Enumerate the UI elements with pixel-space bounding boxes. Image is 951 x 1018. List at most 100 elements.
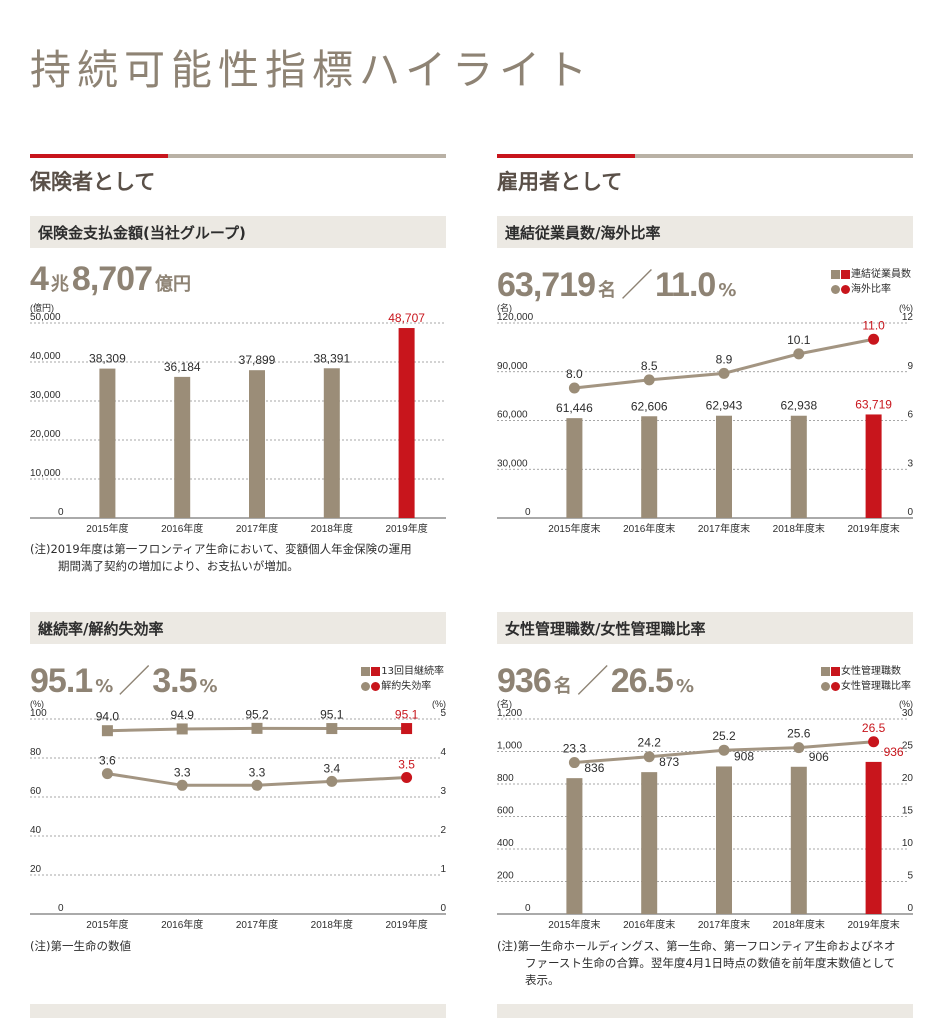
panel-header: 保険金支払金額(当社グループ) (30, 216, 446, 248)
footnote: (注)2019年度は第一フロンティア生命において、変額個人年金保険の運用 期間満… (30, 541, 450, 575)
footnote-line: (注)第一生命の数値 (30, 939, 131, 953)
footnote-line: (注)2019年度は第一フロンティア生命において、変額個人年金保険の運用 (30, 542, 412, 556)
footnote-line: 表示。 (525, 973, 560, 987)
bar-value-label: 62,943 (706, 399, 743, 413)
line-marker (326, 723, 338, 735)
y-tick-label: 100 (30, 708, 47, 719)
y2-tick-label: 10 (902, 838, 914, 849)
kpi-number: 26.5 (610, 662, 674, 700)
bar (790, 766, 807, 914)
line-value-label: 3.3 (174, 765, 191, 779)
line-marker (401, 772, 413, 783)
x-tick-label: 2017年度 (236, 918, 278, 931)
line-marker (718, 367, 730, 379)
section-title: 保険者として (30, 170, 156, 194)
y-tick-label: 50,000 (30, 312, 61, 323)
legend: 13回目継続率 解約失効率 (361, 664, 444, 694)
next-panel-cut (30, 1004, 446, 1018)
y-tick-label: 800 (497, 773, 514, 784)
y-axis-unit: (名) (497, 302, 512, 313)
y-tick-label: 30,000 (30, 390, 61, 401)
y-tick-label: 60,000 (497, 410, 528, 421)
x-tick-label: 2018年度 (311, 918, 353, 931)
y-tick-label: 20,000 (30, 429, 61, 440)
bar (865, 414, 882, 518)
x-tick-label: 2015年度 (86, 522, 128, 535)
kpi-number: 63,719 (497, 266, 596, 304)
legend-item-bar: 女性管理職数 (821, 664, 911, 679)
kpi-unit: % (718, 280, 737, 301)
kpi-unit: 名 (598, 280, 616, 301)
legend-label: 連結従業員数 (851, 269, 911, 280)
bar (174, 376, 191, 518)
x-tick-label: 2016年度 (161, 522, 203, 535)
y-tick-label: 0 (525, 507, 531, 518)
bar (641, 772, 658, 914)
line-marker (101, 768, 113, 780)
next-panel-cut (497, 1004, 913, 1018)
line-value-label: 11.0 (862, 318, 885, 332)
legend-item-circle: 解約失効率 (361, 679, 444, 694)
line-value-label: 25.2 (712, 729, 736, 743)
kpi-number: 936 (497, 662, 552, 700)
bar-value-label: 836 (584, 761, 604, 775)
y2-tick-label: 0 (440, 903, 446, 914)
line-marker (176, 723, 188, 735)
kpi-unit: % (199, 676, 218, 697)
line-marker (643, 374, 655, 386)
bar (641, 416, 658, 518)
y-tick-label: 90,000 (497, 361, 528, 372)
section-title: 雇用者として (497, 170, 623, 194)
y-tick-label: 60 (30, 786, 42, 797)
line-value-label: 3.3 (249, 765, 266, 779)
bar-value-label: 62,938 (780, 399, 817, 413)
legend-item-line: 女性管理職比率 (821, 679, 911, 694)
line-marker (868, 333, 880, 345)
y-tick-label: 30,000 (497, 458, 528, 469)
x-tick-label: 2019年度 (385, 918, 427, 931)
line-value-label: 3.6 (99, 754, 116, 768)
y-tick-label: 0 (58, 507, 64, 518)
y2-tick-label: 6 (907, 410, 913, 421)
bar (249, 370, 265, 518)
footnote: (注)第一生命の数値 (30, 938, 450, 955)
x-tick-label: 2016年度末 (623, 522, 675, 535)
panel-header: 継続率/解約失効率 (30, 612, 446, 644)
bar-value-label: 48,707 (388, 311, 425, 325)
y-tick-label: 120,000 (497, 312, 534, 323)
kpi-unit: % (95, 676, 114, 697)
y2-tick-label: 12 (902, 312, 914, 323)
legend-label: 13回目継続率 (381, 666, 444, 677)
line-marker (868, 736, 880, 748)
x-tick-label: 2019年度末 (847, 918, 899, 931)
kpi-number: 3.5 (152, 662, 197, 700)
line-value-label: 24.2 (638, 736, 662, 750)
line-value-label: 94.9 (171, 708, 195, 722)
x-tick-label: 2018年度 (311, 522, 353, 535)
line-marker (643, 751, 655, 763)
line-value-label: 95.2 (245, 707, 269, 721)
x-tick-label: 2019年度末 (847, 522, 899, 535)
y-tick-label: 40 (30, 825, 42, 836)
panel-title: 継続率/解約失効率 (38, 620, 164, 638)
line-value-label: 10.1 (787, 333, 811, 347)
kpi-value: 95.1% ／3.5% (30, 662, 218, 700)
combo-chart-employees: 0 0 30,000 3 60,000 6 90,000 9 120,000 12 (名) (%) 20… (497, 302, 914, 535)
x-tick-label: 2015年度 (86, 918, 128, 931)
legend-label: 女性管理職数 (841, 666, 901, 677)
kpi-value: 4 兆8,707 億円 (30, 260, 194, 299)
bar (716, 415, 732, 518)
line-value-label: 26.5 (862, 721, 886, 735)
bar-value-label: 63,719 (855, 397, 892, 411)
y2-tick-label: 15 (902, 806, 914, 817)
bar-value-label: 62,606 (631, 399, 668, 413)
kpi-number: 11.0 (655, 266, 716, 304)
bar-value-label: 38,391 (313, 351, 350, 365)
legend-label: 女性管理職比率 (841, 681, 911, 692)
x-tick-label: 2018年度末 (773, 522, 825, 535)
legend-label: 解約失効率 (381, 681, 432, 692)
kpi-number: 4 (30, 260, 49, 298)
y2-tick-label: 4 (440, 747, 446, 758)
line-marker (251, 722, 263, 734)
y2-tick-label: 3 (907, 458, 913, 469)
